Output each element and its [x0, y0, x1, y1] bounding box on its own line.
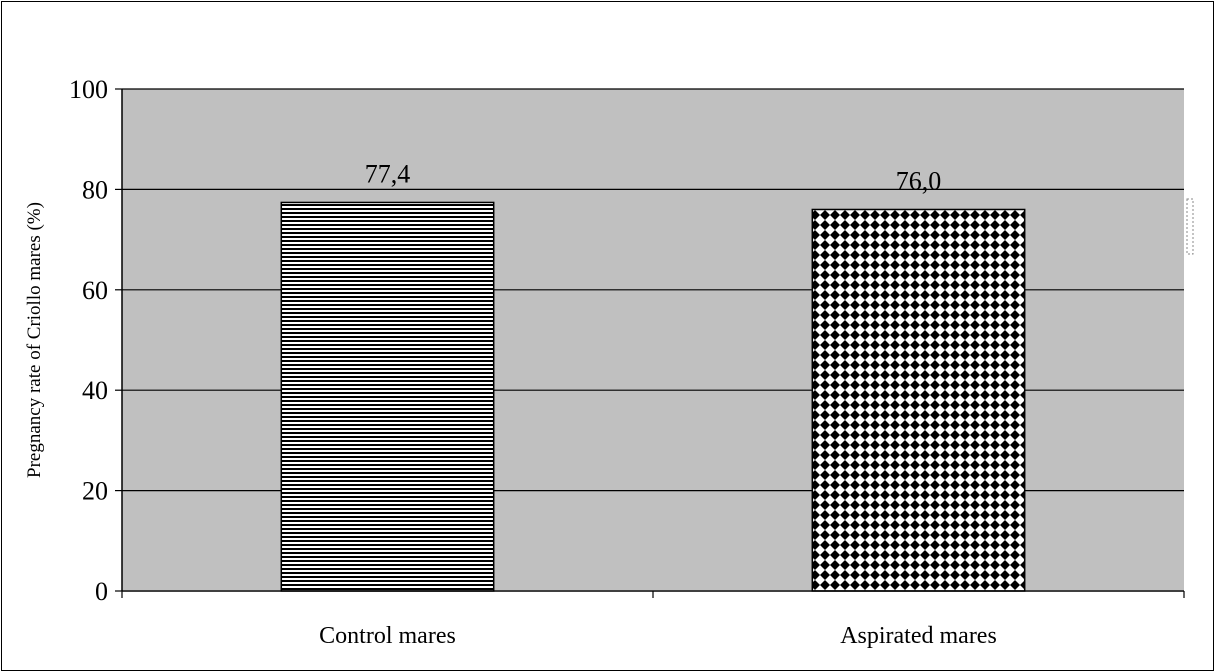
y-tick-label-40: 40 — [82, 376, 108, 405]
x-ticks — [121, 591, 1185, 598]
data-label-1: 76,0 — [896, 166, 942, 195]
bar-1 — [811, 208, 1026, 592]
y-tick-label-60: 60 — [82, 276, 108, 305]
data-labels: 77,4 76,0 — [365, 159, 942, 195]
y-tick-label-20: 20 — [82, 477, 108, 506]
y-tick-label-80: 80 — [82, 175, 108, 204]
y-tick-label-0: 0 — [95, 577, 108, 606]
y-ticks: 0 20 40 60 80 100 — [69, 75, 122, 606]
data-label-0: 77,4 — [365, 159, 411, 188]
y-tick-label-100: 100 — [69, 75, 108, 104]
category-label-0: Control mares — [319, 623, 456, 649]
category-label-1: Aspirated mares — [840, 623, 997, 649]
bars — [280, 201, 1026, 592]
category-labels: Control mares Aspirated mares — [319, 623, 997, 649]
bar-0 — [280, 201, 495, 592]
y-axis-title: Pregnancy rate of Criollo mares (%) — [24, 202, 45, 478]
legend-placeholder-box — [1186, 198, 1194, 255]
